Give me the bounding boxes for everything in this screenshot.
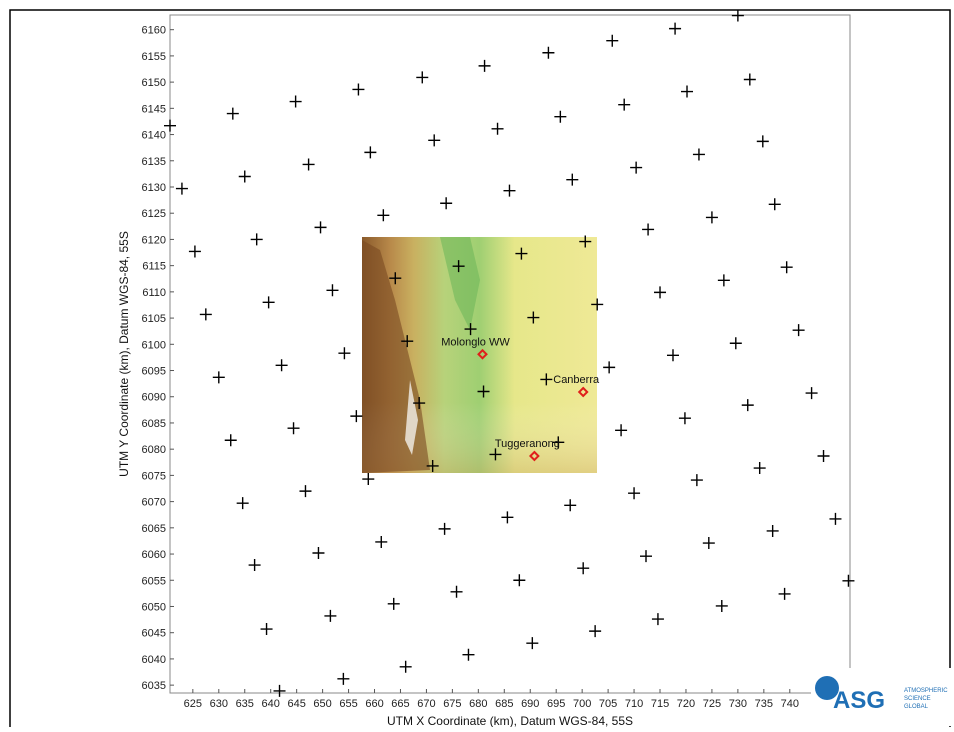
y-tick-label: 6095 [142,366,166,378]
x-tick-label: 630 [210,698,228,710]
x-tick-label: 710 [625,698,643,710]
y-tick-label: 6145 [142,103,166,115]
y-axis-label: UTM Y Coordinate (km), Datum WGS-84, 55S [117,231,131,477]
y-tick-label: 6035 [142,680,166,692]
x-tick-label: 715 [651,698,669,710]
logo: ASG ATMOSPHERIC SCIENCE GLOBAL [811,668,953,726]
x-tick-label: 735 [755,698,773,710]
chart: UTM X Coordinate (km), Datum WGS-84, 55S… [0,0,954,727]
x-tick-label: 625 [184,698,202,710]
site-label: Molonglo WW [441,336,510,348]
x-tick-label: 730 [729,698,747,710]
y-tick-label: 6150 [142,77,166,89]
y-tick-label: 6050 [142,601,166,613]
y-tick-label: 6130 [142,182,166,194]
y-tick-label: 6100 [142,339,166,351]
logo-name: ASG [833,687,885,714]
y-tick-label: 6080 [142,444,166,456]
page: {"chart_data": { "type": "scatter", "xla… [0,0,954,732]
logo-line: ATMOSPHERIC [904,688,948,694]
site-label: Canberra [553,374,600,386]
x-tick-label: 675 [443,698,461,710]
x-axis-label: UTM X Coordinate (km), Datum WGS-84, 55S [387,714,633,727]
x-tick-label: 705 [599,698,617,710]
x-tick-label: 740 [781,698,799,710]
x-tick-label: 650 [313,698,331,710]
x-tick-label: 655 [339,698,357,710]
site-label: Tuggeranong [495,438,560,450]
y-tick-label: 6075 [142,470,166,482]
y-tick-label: 6060 [142,549,166,561]
x-tick-label: 700 [573,698,591,710]
x-tick-label: 695 [547,698,565,710]
x-tick-label: 690 [521,698,539,710]
x-tick-label: 685 [495,698,513,710]
y-tick-label: 6070 [142,497,166,509]
y-tick-label: 6065 [142,523,166,535]
logo-line: SCIENCE [904,696,931,702]
y-tick-label: 6125 [142,208,166,220]
y-tick-label: 6085 [142,418,166,430]
y-tick-label: 6155 [142,51,166,63]
y-tick-label: 6120 [142,234,166,246]
x-tick-label: 680 [469,698,487,710]
y-tick-label: 6105 [142,313,166,325]
x-tick-label: 720 [677,698,695,710]
y-tick-label: 6090 [142,392,166,404]
y-tick-label: 6160 [142,25,166,37]
y-tick-label: 6110 [142,287,166,299]
logo-line: GLOBAL [904,704,929,710]
x-tick-label: 665 [391,698,409,710]
y-tick-label: 6055 [142,575,166,587]
y-tick-label: 6045 [142,628,166,640]
y-tick-label: 6135 [142,156,166,168]
x-tick-label: 635 [236,698,254,710]
y-tick-label: 6115 [142,261,166,273]
x-tick-label: 640 [262,698,280,710]
x-tick-label: 725 [703,698,721,710]
y-tick-label: 6140 [142,130,166,142]
y-tick-label: 6040 [142,654,166,666]
x-tick-label: 645 [287,698,305,710]
x-tick-label: 660 [365,698,383,710]
x-tick-label: 670 [417,698,435,710]
